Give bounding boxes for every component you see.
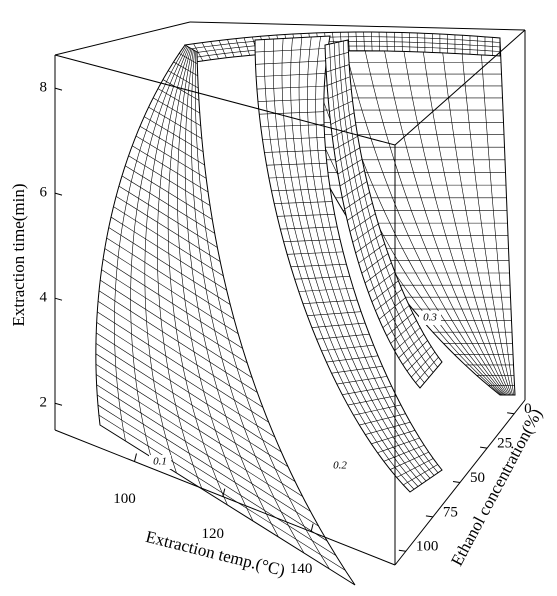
y-tick-label: 75 <box>443 504 458 520</box>
chart: Extraction time(min) Extraction temp.(°C… <box>0 0 557 596</box>
x-tick <box>134 454 136 462</box>
z-axis-title: Extraction time(min) <box>9 183 28 326</box>
y-tick-label: 50 <box>470 470 485 486</box>
z-tick <box>55 403 62 405</box>
level-label: 0.2 <box>333 460 347 472</box>
z-tick <box>55 298 62 300</box>
z-tick-label: 6 <box>40 185 48 201</box>
y-tick-label: 100 <box>416 539 439 555</box>
y-tick <box>426 516 433 517</box>
level-label: 0.3 <box>423 312 437 324</box>
z-tick-label: 2 <box>40 395 48 411</box>
surfaces <box>96 32 515 585</box>
y-tick-label: 25 <box>497 436 512 452</box>
z-tick <box>55 88 62 90</box>
y-tick-label: 0 <box>524 401 532 417</box>
z-tick <box>55 193 62 195</box>
z-tick-label: 4 <box>40 290 48 306</box>
x-tick-label: 140 <box>290 561 313 577</box>
z-tick-label: 8 <box>40 80 48 96</box>
y-tick <box>399 550 406 551</box>
level-label: 0.1 <box>153 456 167 468</box>
y-tick <box>507 413 514 414</box>
x-tick-label: 100 <box>113 491 136 507</box>
x-tick-label: 120 <box>202 526 225 542</box>
y-axis-title: Ethanol concentration(%) <box>447 405 546 569</box>
y-tick <box>453 482 460 483</box>
y-tick <box>480 447 487 448</box>
